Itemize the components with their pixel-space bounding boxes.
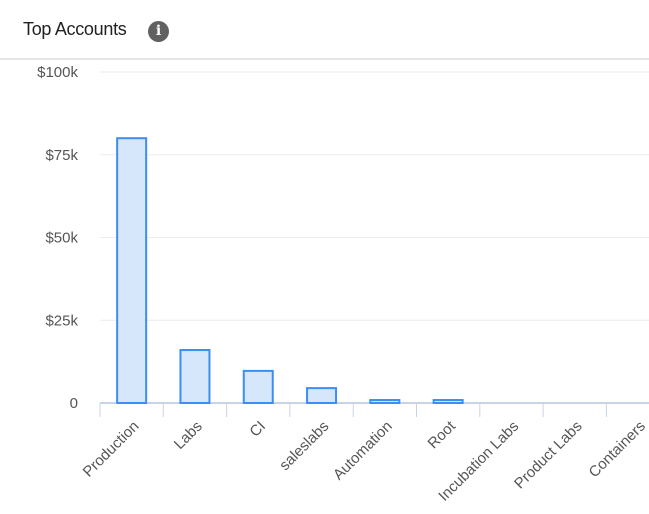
bar (432, 399, 464, 404)
info-icon[interactable]: i (148, 21, 169, 42)
y-tick-label: $50k (45, 230, 78, 247)
y-tick-label: $75k (45, 147, 78, 164)
bar (179, 349, 211, 405)
x-tick-label: Production (80, 418, 143, 481)
x-tick-label: CI (246, 418, 269, 441)
x-tick-label: saleslabs (276, 418, 332, 474)
bar (306, 387, 338, 405)
bar (116, 137, 148, 404)
bar (369, 399, 401, 404)
x-tick-label: Containers (586, 418, 649, 481)
x-tick-label: Root (425, 417, 460, 452)
card-title: Top Accounts (23, 19, 127, 39)
x-tick-label: Automation (330, 418, 396, 484)
x-tick-label: Product Labs (511, 418, 586, 493)
card-header: Top Accounts i (0, 0, 649, 60)
x-tick-label: Labs (171, 418, 206, 453)
bar (242, 369, 274, 405)
y-tick-label: $100k (37, 64, 78, 81)
y-tick-label: 0 (70, 395, 78, 412)
y-tick-label: $25k (45, 312, 78, 329)
